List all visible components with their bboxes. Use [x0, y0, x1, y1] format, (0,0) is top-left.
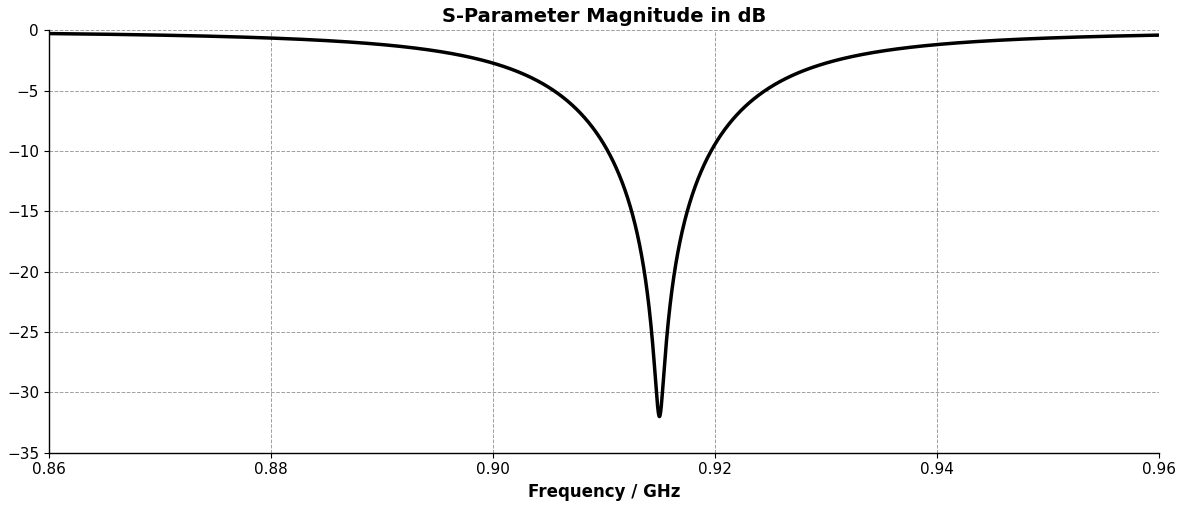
- Title: S-Parameter Magnitude in dB: S-Parameter Magnitude in dB: [441, 7, 767, 26]
- X-axis label: Frequency / GHz: Frequency / GHz: [528, 483, 680, 501]
